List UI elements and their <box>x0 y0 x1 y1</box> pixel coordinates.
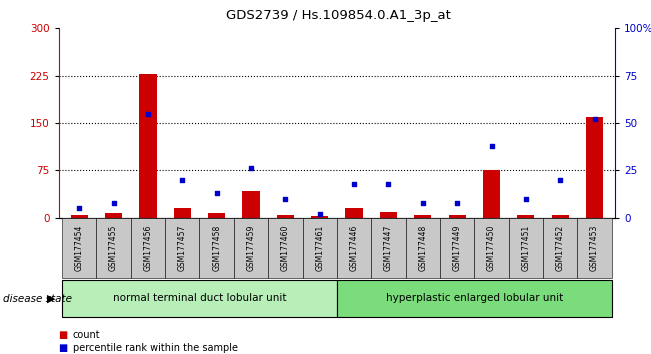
Point <box>486 143 497 149</box>
Point <box>246 166 256 171</box>
Text: GSM177447: GSM177447 <box>384 224 393 271</box>
Text: ■: ■ <box>59 343 68 353</box>
Point <box>212 190 222 196</box>
Text: GSM177446: GSM177446 <box>350 224 359 271</box>
Point <box>143 111 153 116</box>
Bar <box>174 208 191 218</box>
Bar <box>380 212 397 218</box>
Point <box>383 181 394 187</box>
Point <box>349 181 359 187</box>
Point <box>521 196 531 202</box>
Bar <box>414 215 432 218</box>
Bar <box>337 280 612 316</box>
Text: GSM177455: GSM177455 <box>109 224 118 271</box>
Text: GSM177457: GSM177457 <box>178 224 187 271</box>
Text: GSM177451: GSM177451 <box>521 225 531 271</box>
Text: GSM177461: GSM177461 <box>315 225 324 271</box>
Bar <box>165 218 199 278</box>
Bar <box>483 170 500 218</box>
Text: ▶: ▶ <box>46 294 55 304</box>
Point <box>74 205 85 211</box>
Bar <box>199 218 234 278</box>
Bar <box>234 218 268 278</box>
Bar <box>70 215 88 218</box>
Point <box>280 196 290 202</box>
Text: normal terminal duct lobular unit: normal terminal duct lobular unit <box>113 293 286 303</box>
Text: GDS2739 / Hs.109854.0.A1_3p_at: GDS2739 / Hs.109854.0.A1_3p_at <box>226 9 451 22</box>
Bar <box>543 218 577 278</box>
Text: hyperplastic enlarged lobular unit: hyperplastic enlarged lobular unit <box>385 293 563 303</box>
Text: GSM177450: GSM177450 <box>487 224 496 271</box>
Text: GSM177459: GSM177459 <box>247 224 255 271</box>
Point <box>452 200 462 205</box>
Point <box>177 177 187 183</box>
Bar <box>131 218 165 278</box>
Bar <box>508 218 543 278</box>
Text: GSM177452: GSM177452 <box>556 225 564 271</box>
Bar <box>62 218 96 278</box>
Bar <box>551 215 569 218</box>
Text: percentile rank within the sample: percentile rank within the sample <box>73 343 238 353</box>
Text: GSM177458: GSM177458 <box>212 225 221 271</box>
Bar <box>208 213 225 218</box>
Bar <box>96 218 131 278</box>
Text: disease state: disease state <box>3 294 72 304</box>
Bar <box>577 218 612 278</box>
Text: GSM177456: GSM177456 <box>143 224 152 271</box>
Text: GSM177449: GSM177449 <box>452 224 462 271</box>
Bar <box>268 218 303 278</box>
Bar <box>105 213 122 218</box>
Text: ■: ■ <box>59 330 68 339</box>
Bar <box>139 74 156 218</box>
Bar <box>406 218 440 278</box>
Bar <box>311 216 328 218</box>
Bar <box>242 191 260 218</box>
Point <box>314 211 325 217</box>
Bar <box>440 218 475 278</box>
Bar <box>303 218 337 278</box>
Point <box>555 177 566 183</box>
Bar <box>371 218 406 278</box>
Bar <box>337 218 371 278</box>
Point <box>417 200 428 205</box>
Text: count: count <box>73 330 100 339</box>
Point <box>589 116 600 122</box>
Bar <box>586 117 603 218</box>
Bar <box>518 215 534 218</box>
Text: GSM177454: GSM177454 <box>75 224 84 271</box>
Text: GSM177453: GSM177453 <box>590 224 599 271</box>
Bar <box>475 218 508 278</box>
Text: GSM177460: GSM177460 <box>281 224 290 271</box>
Bar <box>449 215 465 218</box>
Bar <box>277 215 294 218</box>
Text: GSM177448: GSM177448 <box>419 225 427 271</box>
Point <box>108 200 118 205</box>
Bar <box>346 208 363 218</box>
Bar <box>62 280 337 316</box>
